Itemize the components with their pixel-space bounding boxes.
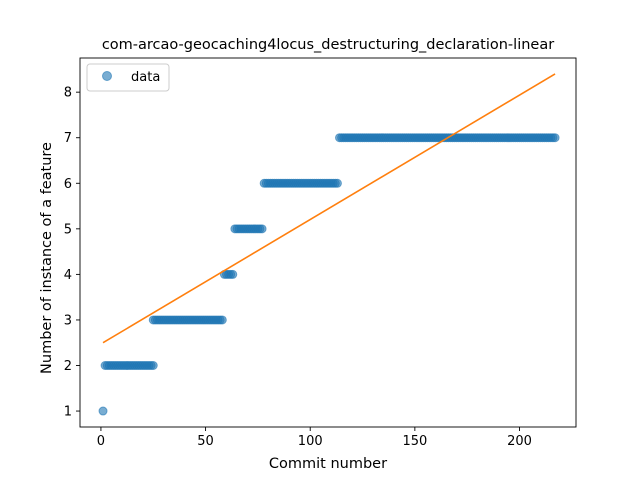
fit-line bbox=[102, 73, 556, 344]
y-axis-title: Number of instance of a feature bbox=[39, 142, 55, 374]
data-point bbox=[550, 133, 560, 143]
x-tick-label: 100 bbox=[298, 434, 323, 449]
x-tick-label: 200 bbox=[507, 434, 532, 449]
y-tick-label: 6 bbox=[64, 177, 72, 192]
y-tick-label: 1 bbox=[64, 405, 72, 420]
plot-area bbox=[79, 57, 577, 428]
y-tick-label: 5 bbox=[64, 222, 72, 237]
data-point bbox=[98, 406, 108, 416]
y-tick-label: 2 bbox=[64, 359, 72, 374]
legend: data bbox=[86, 63, 170, 92]
legend-marker-data bbox=[102, 71, 112, 81]
legend-label-data: data bbox=[131, 70, 160, 85]
y-tick-label: 4 bbox=[64, 268, 72, 283]
data-point bbox=[257, 224, 267, 234]
x-axis: 0 50 100 150 200 bbox=[97, 427, 532, 449]
y-tick-label: 7 bbox=[64, 131, 72, 146]
axes-frame bbox=[79, 57, 577, 428]
chart-title: com-arcao-geocaching4locus_destructuring… bbox=[102, 37, 554, 53]
y-tick-label: 8 bbox=[64, 86, 72, 101]
x-tick-label: 0 bbox=[97, 434, 105, 449]
data-point bbox=[228, 269, 238, 279]
y-tick-label: 3 bbox=[64, 313, 72, 328]
data-point bbox=[332, 178, 342, 188]
legend-box bbox=[86, 63, 170, 92]
x-tick-label: 150 bbox=[402, 434, 427, 449]
data-point bbox=[148, 361, 158, 370]
x-tick-label: 50 bbox=[197, 434, 214, 449]
data-point bbox=[217, 315, 227, 325]
x-axis-title: Commit number bbox=[269, 456, 387, 472]
y-axis: 1 2 3 4 5 6 7 8 bbox=[64, 86, 80, 420]
